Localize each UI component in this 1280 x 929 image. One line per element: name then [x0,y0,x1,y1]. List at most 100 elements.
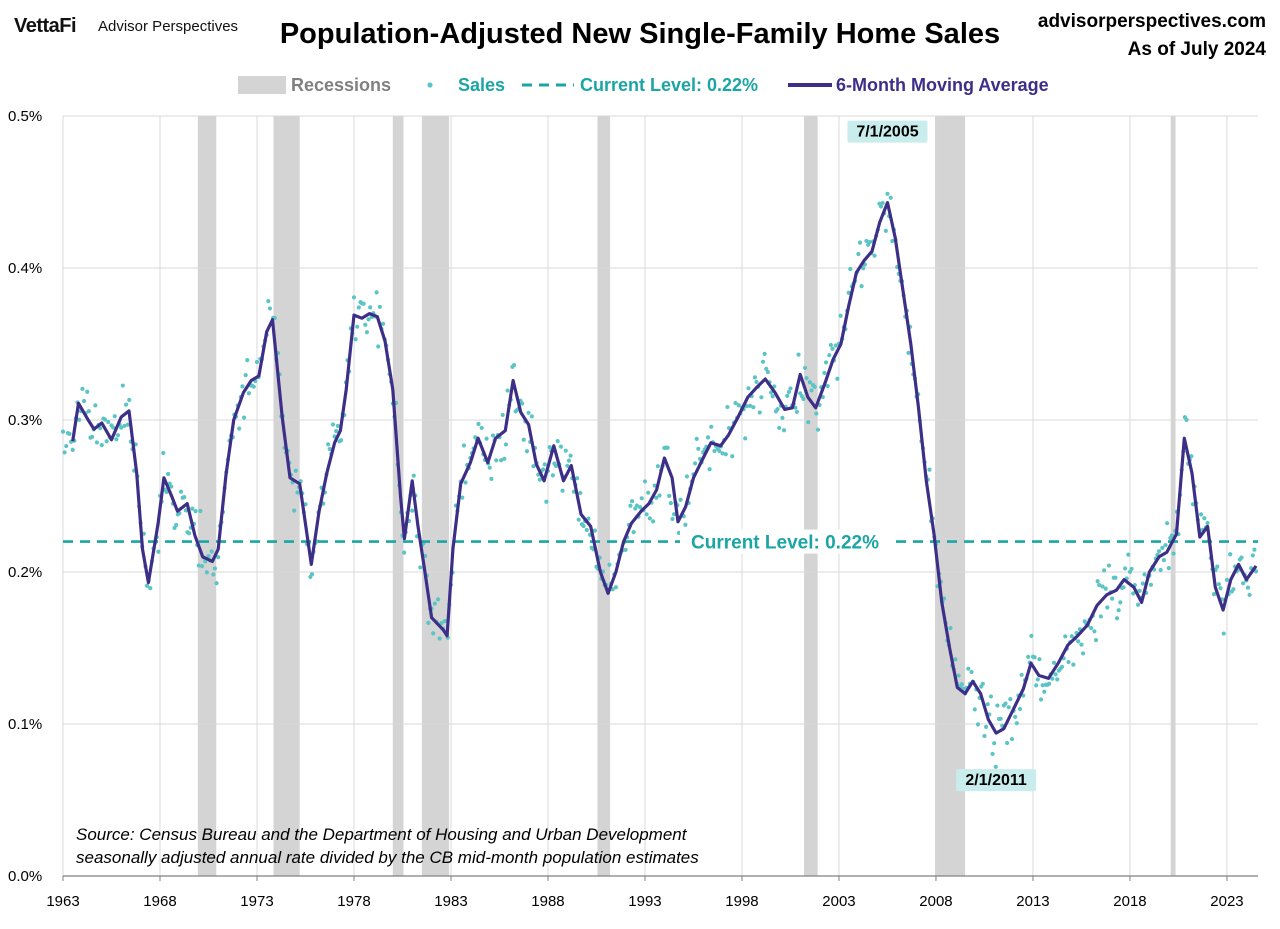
annotation-bg [847,120,928,143]
sales-point [775,407,780,412]
sales-point [77,417,82,422]
sales-point [694,436,699,441]
sales-point [529,414,534,419]
sales-point [1069,634,1074,639]
sales-point [212,566,218,571]
source-note-line1: Source: Census Bureau and the Department… [76,825,688,844]
sales-point [327,446,332,452]
sales-point [1113,575,1118,580]
legend-recessions: Recessions [291,75,391,95]
sales-point [104,439,109,444]
sales-point [1239,555,1244,560]
sales-point [1163,543,1168,548]
sales-point [823,360,829,365]
x-tick-label: 2013 [1016,893,1049,910]
sales-point [267,306,273,311]
sales-point [335,423,340,429]
sales-point [206,553,211,559]
sales-point [356,305,361,310]
sales-point [980,681,985,686]
y-tick-label: 0.4% [8,260,42,277]
sales-point [240,384,245,389]
sales-point [251,384,256,389]
sales-point [948,626,953,631]
y-tick-label: 0.0% [8,868,42,885]
sales-point [431,631,436,636]
sales-point [581,523,586,529]
sales-point [878,204,884,209]
sales-point [838,313,843,318]
sales-point [156,549,161,554]
sales-point [1008,697,1013,702]
sales-point [812,384,817,389]
annotation-label: 2/1/2011 [965,772,1027,789]
sales-point [777,425,782,431]
sales-point [1101,568,1107,573]
sales-point [995,703,1000,708]
sales-point [613,585,618,590]
sales-point [169,484,174,489]
sales-point [1092,629,1097,634]
sales-point [565,463,570,468]
legend-recessions-swatch [238,76,286,94]
sales-point [1198,512,1204,517]
sales-point [500,412,505,418]
sales-point [856,251,861,257]
sales-point [747,403,753,408]
sales-point [953,657,958,662]
sales-point [237,426,242,431]
sales-point [822,370,827,376]
sales-point [650,519,656,524]
sales-point [502,456,507,461]
sales-point [906,350,911,355]
sales-point [998,716,1003,721]
sales-point [1089,625,1094,631]
sales-point [555,438,560,444]
sales-point [1059,664,1065,669]
sales-point [780,415,785,421]
sales-point [544,499,549,504]
sales-point [193,508,198,514]
sales-point [1063,634,1068,639]
sales-point [363,322,368,327]
sales-point [576,517,581,522]
sales-point [566,458,572,463]
sales-point [67,431,72,437]
sales-point [725,404,730,410]
sales-point [759,395,764,400]
sales-point [1051,660,1057,665]
sales-point [804,375,809,381]
sales-point [361,301,366,306]
chart-title: Population-Adjusted New Single-Family Ho… [279,18,1001,50]
sales-point [720,451,725,456]
sales-point [1032,655,1037,660]
sales-point [712,448,717,454]
sales-point [1079,642,1084,647]
sales-point [1035,677,1040,682]
sales-point [1026,654,1031,659]
sales-point [353,337,358,342]
sales-point [1047,681,1052,686]
sales-point [1105,605,1110,610]
sales-point [111,425,116,430]
sales-point [216,555,221,560]
sales-point [114,437,119,442]
sales-point [112,414,117,419]
sales-point [867,239,872,245]
sales-point [760,359,766,364]
site-url: advisorperspectives.com [1037,11,1266,32]
sales-point [592,528,597,533]
brand-subtitle: Advisor Perspectives [98,18,239,35]
sales-point [733,400,738,406]
sales-point [461,443,467,448]
sales-point [744,403,749,409]
sales-point [524,449,530,454]
sales-point [629,499,635,504]
sales-point [426,620,431,625]
sales-point [786,389,791,395]
sales-point [966,666,971,671]
sales-point [520,401,525,406]
recession-bands [197,116,1176,876]
recession-band [935,116,966,876]
y-tick-label: 0.5% [8,108,42,125]
